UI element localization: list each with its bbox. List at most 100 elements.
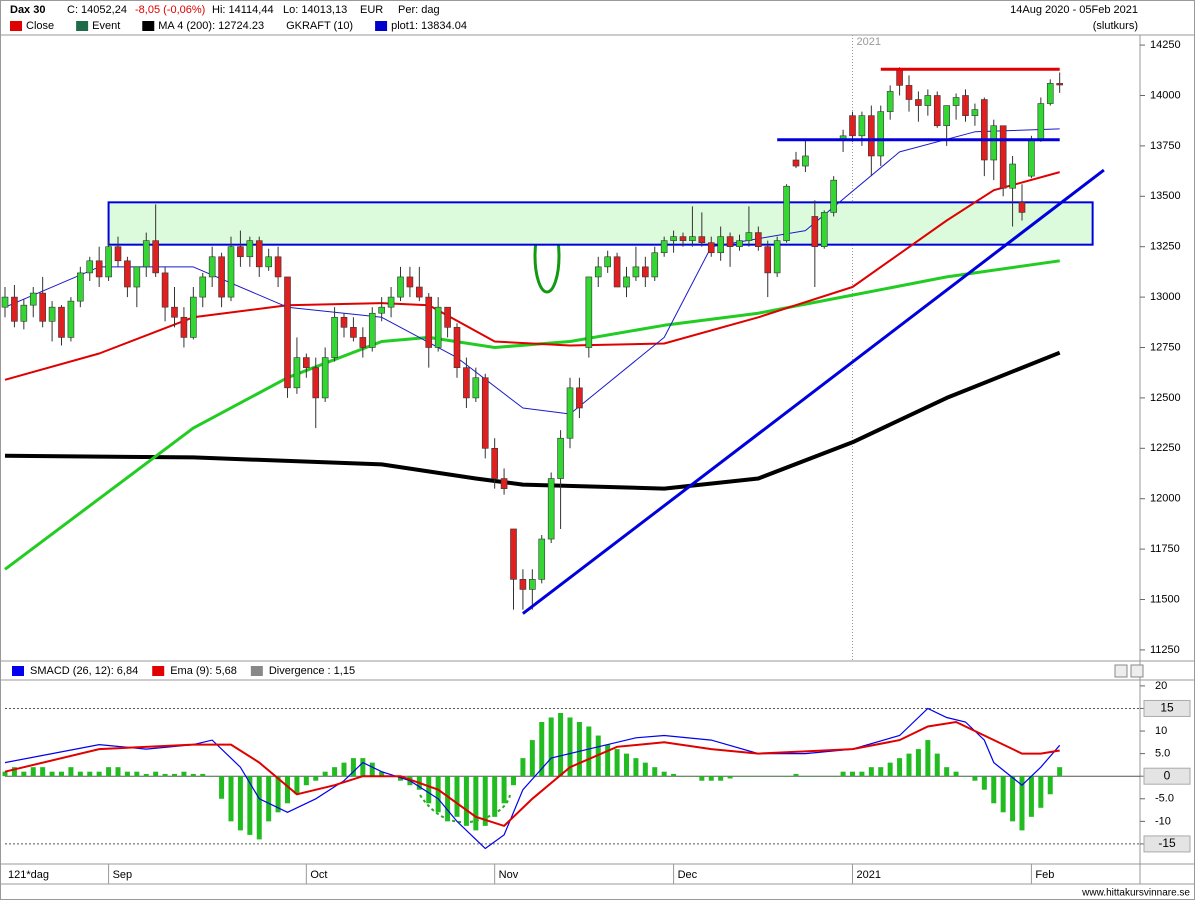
tool-icon[interactable] xyxy=(1114,664,1128,678)
divergence-bar xyxy=(247,776,253,835)
settings-icon[interactable] xyxy=(1130,664,1144,678)
divergence-bar xyxy=(605,744,611,777)
candle-body xyxy=(171,306,178,318)
currency: EUR xyxy=(360,4,383,16)
divergence-bar xyxy=(454,776,460,817)
candle-body xyxy=(971,109,979,116)
date-range: 14Aug 2020 - 05Feb 2021 xyxy=(1010,4,1138,16)
y-tick-label: 15 xyxy=(1160,701,1174,715)
divergence-bar xyxy=(313,776,319,781)
symbol: Dax 30 xyxy=(10,4,45,16)
divergence-bar xyxy=(332,767,338,777)
divergence-bar xyxy=(134,771,140,777)
indicator-line xyxy=(4,350,1061,491)
divergence-bar xyxy=(821,776,827,777)
divergence-bar xyxy=(435,776,441,813)
y-tick-label: 0 xyxy=(1164,768,1171,782)
divergence-bar xyxy=(350,758,356,777)
divergence-bar xyxy=(671,773,677,777)
candle-body xyxy=(378,306,385,314)
candle-body xyxy=(783,185,790,241)
divergence-bar xyxy=(1000,776,1006,813)
x-tick-label: Oct xyxy=(310,869,327,881)
candle-body xyxy=(858,115,866,137)
y-tick-label: 11250 xyxy=(1150,644,1180,656)
divergence-bar xyxy=(934,753,940,777)
candle-body xyxy=(594,266,602,278)
indicator-line xyxy=(4,259,1060,571)
candle-body xyxy=(321,357,329,399)
trendline xyxy=(521,168,1105,615)
divergence-bar xyxy=(106,767,112,777)
divergence-bar xyxy=(322,771,328,777)
candle-body xyxy=(114,246,122,262)
candle-body xyxy=(48,306,56,322)
divergence-bar xyxy=(1028,776,1034,817)
legend-swatch xyxy=(12,666,24,676)
close: C: 14052,24 xyxy=(67,4,127,16)
candle-body xyxy=(755,232,762,247)
divergence-bar xyxy=(812,776,818,777)
divergence-bar xyxy=(755,776,761,777)
candle-body xyxy=(1,296,9,308)
candle-body xyxy=(152,240,159,274)
divergence-bar xyxy=(991,776,997,804)
divergence-bar xyxy=(746,776,752,777)
x-tick-label: Nov xyxy=(499,869,519,881)
candle-body xyxy=(105,246,112,278)
y-tick-label: 12000 xyxy=(1150,493,1181,505)
candle-body xyxy=(293,357,301,389)
candle-body xyxy=(529,579,536,590)
tick-box xyxy=(1143,835,1191,853)
y-tick-label: -10 xyxy=(1155,815,1171,827)
y-tick-label: 12500 xyxy=(1150,392,1181,404)
candle-body xyxy=(142,240,150,268)
legend-label: Ema (9): 5,68 xyxy=(170,665,237,677)
highlight-curve xyxy=(419,794,511,824)
period: Per: dag xyxy=(398,4,440,16)
candle-body xyxy=(397,276,404,298)
legend-swatch xyxy=(142,21,155,31)
divergence-bar xyxy=(765,776,771,777)
divergence-bar xyxy=(143,773,149,777)
divergence-bar xyxy=(642,762,648,777)
divergence-bar xyxy=(463,776,469,826)
zone xyxy=(107,201,1094,246)
price-basis: (slutkurs) xyxy=(1093,20,1138,32)
y-tick-label: 5.0 xyxy=(1155,748,1170,760)
candle-body xyxy=(886,91,894,112)
x-tick-label: Sep xyxy=(113,869,133,881)
y-tick-label: 12750 xyxy=(1150,341,1181,353)
divergence-bar xyxy=(341,762,347,777)
candle-body xyxy=(924,95,932,106)
divergence-bar xyxy=(576,722,582,777)
candle-body xyxy=(557,437,564,479)
candle-body xyxy=(133,266,141,288)
divergence-bar xyxy=(501,776,507,804)
divergence-bar xyxy=(256,776,262,840)
candle-body xyxy=(331,316,338,358)
candle-body xyxy=(877,111,885,157)
candle-body xyxy=(689,236,696,241)
candle-body xyxy=(86,260,94,274)
divergence-bar xyxy=(1047,776,1053,795)
candle-body xyxy=(764,246,772,274)
candle-body xyxy=(208,256,216,278)
candle-body xyxy=(444,306,451,328)
candle-body xyxy=(39,292,46,322)
y-tick-label: 13500 xyxy=(1150,190,1181,202)
candle-body xyxy=(67,300,75,338)
candle-body xyxy=(745,232,753,241)
candle-body xyxy=(519,579,527,590)
divergence-bar xyxy=(369,762,375,777)
candle-body xyxy=(1018,202,1026,213)
divergence-bar xyxy=(473,776,479,831)
divergence-bar xyxy=(68,767,74,777)
divergence-bar xyxy=(40,767,46,777)
divergence-bar xyxy=(850,771,855,777)
divergence-bar xyxy=(482,776,488,826)
candle-body xyxy=(481,377,489,449)
watermark: www.hittakursvinnare.se xyxy=(1081,888,1190,899)
divergence-bar xyxy=(153,771,159,777)
